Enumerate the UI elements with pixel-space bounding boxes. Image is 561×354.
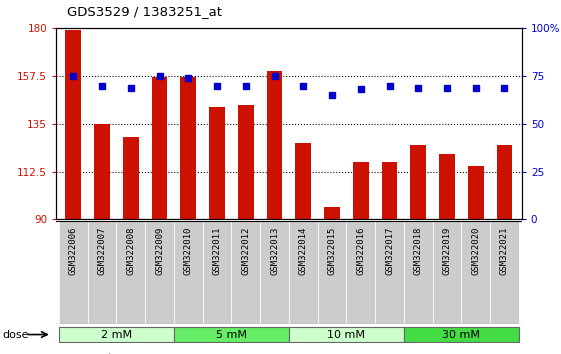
Text: GSM322012: GSM322012 bbox=[241, 227, 250, 275]
Text: count: count bbox=[81, 353, 113, 354]
Bar bbox=[289, 326, 404, 343]
Text: 30 mM: 30 mM bbox=[443, 330, 480, 339]
Bar bbox=[94, 124, 110, 219]
Text: GSM322006: GSM322006 bbox=[69, 227, 78, 275]
Text: GSM322021: GSM322021 bbox=[500, 227, 509, 275]
Bar bbox=[404, 221, 433, 324]
Bar bbox=[59, 221, 88, 324]
Bar bbox=[209, 107, 225, 219]
Bar bbox=[346, 221, 375, 324]
Text: 2 mM: 2 mM bbox=[101, 330, 132, 339]
Bar bbox=[461, 221, 490, 324]
Text: GSM322016: GSM322016 bbox=[356, 227, 365, 275]
Bar bbox=[353, 162, 369, 219]
Text: GSM322011: GSM322011 bbox=[213, 227, 222, 275]
Text: GSM322007: GSM322007 bbox=[98, 227, 107, 275]
Bar bbox=[439, 154, 455, 219]
Bar bbox=[203, 221, 232, 324]
Text: GSM322019: GSM322019 bbox=[443, 227, 452, 275]
Bar bbox=[260, 221, 289, 324]
Bar bbox=[296, 143, 311, 219]
Bar bbox=[88, 221, 117, 324]
Bar bbox=[145, 221, 174, 324]
Bar bbox=[375, 221, 404, 324]
Bar bbox=[66, 30, 81, 219]
Text: GSM322008: GSM322008 bbox=[126, 227, 135, 275]
Text: GSM322015: GSM322015 bbox=[328, 227, 337, 275]
Text: GSM322014: GSM322014 bbox=[299, 227, 308, 275]
Bar bbox=[181, 77, 196, 219]
Bar bbox=[151, 77, 168, 219]
Bar bbox=[404, 326, 519, 343]
Bar bbox=[381, 162, 397, 219]
Bar bbox=[410, 145, 426, 219]
Bar bbox=[117, 221, 145, 324]
Text: GSM322017: GSM322017 bbox=[385, 227, 394, 275]
Text: GSM322020: GSM322020 bbox=[471, 227, 480, 275]
Text: GDS3529 / 1383251_at: GDS3529 / 1383251_at bbox=[67, 5, 222, 18]
Bar bbox=[490, 221, 519, 324]
Bar bbox=[289, 221, 318, 324]
Bar bbox=[318, 221, 346, 324]
Bar bbox=[468, 166, 484, 219]
Bar bbox=[238, 105, 254, 219]
Text: 10 mM: 10 mM bbox=[328, 330, 365, 339]
Text: GSM322010: GSM322010 bbox=[184, 227, 193, 275]
Bar bbox=[174, 326, 289, 343]
Bar bbox=[496, 145, 512, 219]
Text: GSM322018: GSM322018 bbox=[414, 227, 423, 275]
Text: GSM322009: GSM322009 bbox=[155, 227, 164, 275]
Bar bbox=[59, 326, 174, 343]
Text: ■: ■ bbox=[62, 351, 73, 354]
Bar bbox=[433, 221, 461, 324]
Text: dose: dose bbox=[3, 330, 29, 339]
Bar bbox=[266, 71, 282, 219]
Bar bbox=[123, 137, 139, 219]
Bar bbox=[174, 221, 203, 324]
Bar bbox=[324, 207, 340, 219]
Text: 5 mM: 5 mM bbox=[216, 330, 247, 339]
Text: GSM322013: GSM322013 bbox=[270, 227, 279, 275]
Bar bbox=[232, 221, 260, 324]
